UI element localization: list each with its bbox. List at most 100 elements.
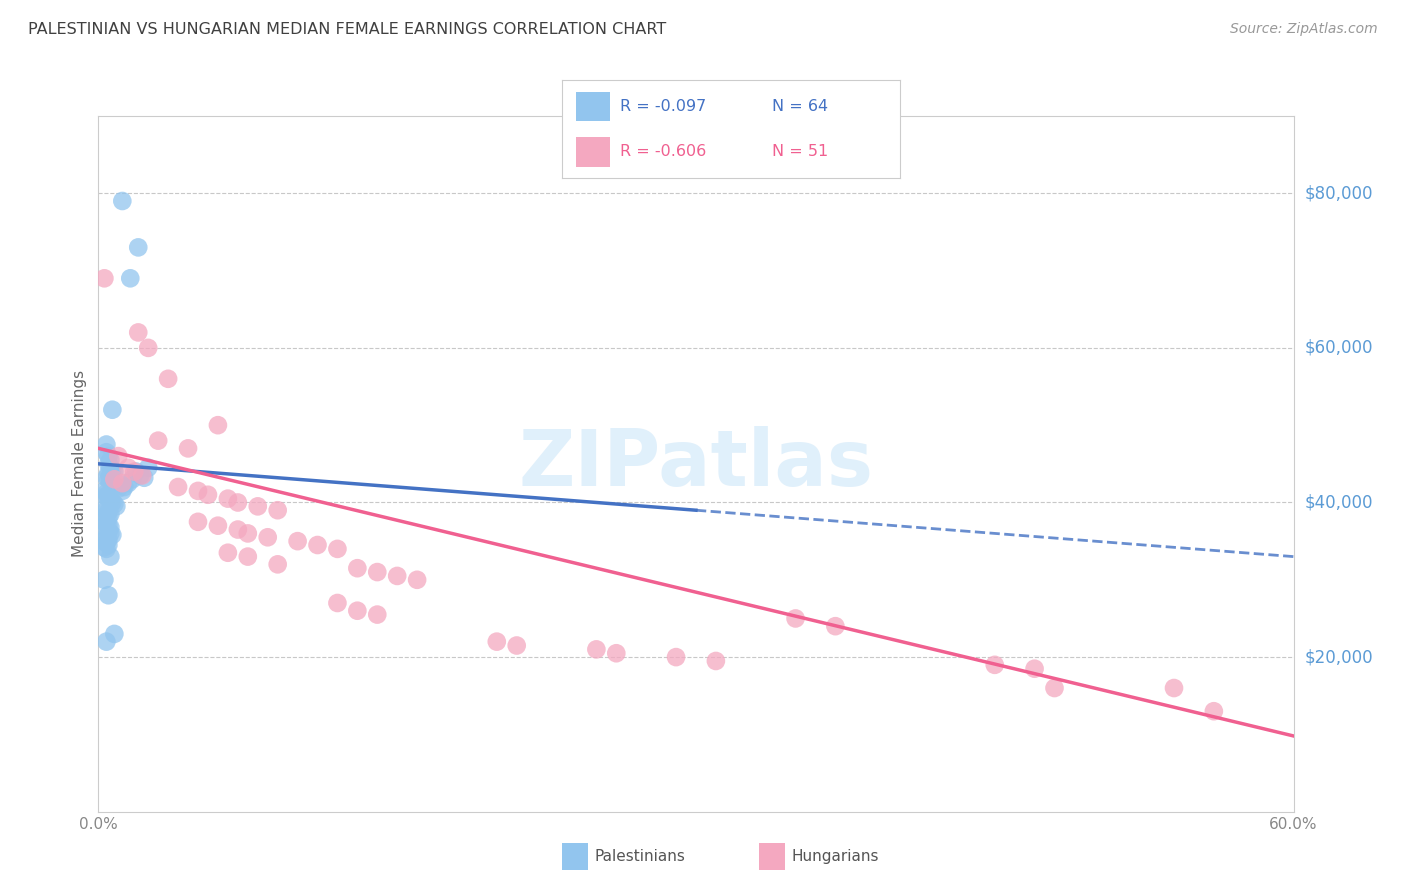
- Point: [346, 561, 368, 575]
- Point: [148, 434, 170, 448]
- Point: [256, 530, 278, 544]
- Text: $40,000: $40,000: [1305, 493, 1374, 511]
- Point: [103, 478, 125, 492]
- Point: [96, 517, 118, 532]
- Point: [96, 530, 118, 544]
- Point: [93, 501, 115, 516]
- Point: [785, 611, 807, 625]
- Point: [117, 460, 139, 475]
- Point: [97, 533, 120, 547]
- Point: [124, 465, 146, 479]
- Text: Palestinians: Palestinians: [595, 849, 686, 863]
- Point: [112, 480, 135, 494]
- Point: [101, 476, 124, 491]
- Point: [585, 642, 607, 657]
- Point: [96, 471, 118, 485]
- FancyBboxPatch shape: [576, 137, 610, 167]
- Point: [96, 486, 118, 500]
- Point: [107, 482, 129, 496]
- Text: N = 64: N = 64: [772, 99, 828, 114]
- Point: [98, 468, 122, 483]
- Point: [665, 650, 688, 665]
- Point: [1163, 681, 1185, 695]
- Point: [207, 518, 229, 533]
- Point: [98, 494, 122, 508]
- Point: [98, 460, 122, 475]
- Point: [1043, 681, 1066, 695]
- Point: [226, 495, 249, 509]
- Point: [406, 573, 429, 587]
- Point: [236, 549, 259, 564]
- Point: [96, 503, 118, 517]
- Point: [120, 271, 142, 285]
- Point: [125, 465, 148, 479]
- Point: [485, 634, 508, 648]
- Point: [157, 372, 180, 386]
- Point: [101, 528, 124, 542]
- Point: [111, 194, 134, 208]
- Point: [97, 449, 120, 463]
- Point: [246, 500, 269, 514]
- Point: [111, 476, 134, 491]
- Point: [1024, 662, 1046, 676]
- Point: [97, 466, 120, 480]
- Point: [177, 442, 200, 456]
- Point: [167, 480, 190, 494]
- Point: [96, 634, 118, 648]
- Point: [1202, 704, 1225, 718]
- Point: [93, 573, 115, 587]
- Point: [97, 588, 120, 602]
- Text: R = -0.606: R = -0.606: [620, 145, 706, 160]
- Point: [103, 497, 125, 511]
- Point: [129, 468, 152, 483]
- Point: [96, 523, 118, 537]
- Point: [385, 569, 409, 583]
- Point: [287, 534, 309, 549]
- Text: $60,000: $60,000: [1305, 339, 1374, 357]
- Point: [98, 453, 122, 467]
- Y-axis label: Median Female Earnings: Median Female Earnings: [72, 370, 87, 558]
- Point: [983, 657, 1005, 672]
- Point: [105, 480, 128, 494]
- Point: [366, 607, 388, 622]
- Point: [605, 646, 627, 660]
- Point: [136, 460, 159, 475]
- Point: [117, 476, 139, 491]
- Point: [93, 541, 115, 555]
- Point: [187, 515, 209, 529]
- Point: [101, 463, 124, 477]
- Point: [93, 483, 115, 498]
- Text: Source: ZipAtlas.com: Source: ZipAtlas.com: [1230, 22, 1378, 37]
- Point: [97, 491, 120, 506]
- Point: [97, 472, 120, 486]
- Point: [97, 538, 120, 552]
- Point: [98, 507, 122, 521]
- Point: [103, 465, 125, 479]
- Point: [101, 402, 124, 417]
- Point: [98, 520, 122, 534]
- Point: [97, 524, 120, 539]
- Point: [98, 474, 122, 488]
- Point: [96, 445, 118, 459]
- Point: [326, 596, 349, 610]
- Point: [96, 541, 118, 556]
- Point: [197, 488, 219, 502]
- Point: [187, 483, 209, 498]
- Point: [101, 495, 124, 509]
- Point: [107, 449, 129, 463]
- Text: ZIPatlas: ZIPatlas: [519, 425, 873, 502]
- Point: [704, 654, 727, 668]
- Point: [217, 491, 239, 506]
- Point: [217, 546, 239, 560]
- Point: [97, 518, 120, 533]
- Point: [93, 534, 115, 549]
- Point: [207, 418, 229, 433]
- Point: [98, 526, 122, 541]
- Point: [506, 639, 529, 653]
- Point: [267, 558, 290, 572]
- Point: [226, 523, 249, 537]
- Text: N = 51: N = 51: [772, 145, 828, 160]
- Point: [96, 509, 118, 524]
- Point: [96, 437, 118, 451]
- Point: [103, 472, 125, 486]
